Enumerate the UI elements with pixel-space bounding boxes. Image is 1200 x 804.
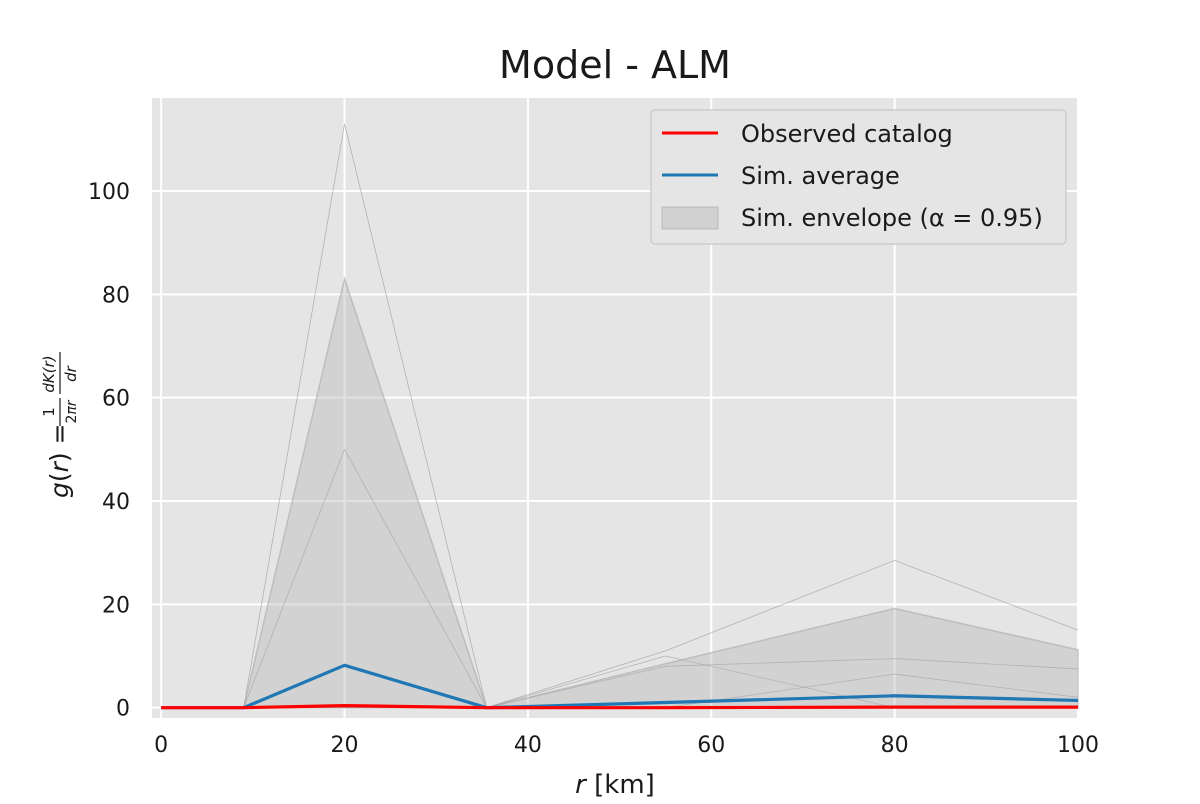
y-tick-label: 20	[102, 593, 130, 618]
x-tick-label: 20	[331, 733, 359, 758]
grid	[152, 98, 1079, 718]
y-axis-label: g(r) = 1 2πr dK(r) dr	[40, 352, 80, 498]
legend-label-envelope: Sim. envelope (α = 0.95)	[741, 204, 1043, 232]
svg-text:dr: dr	[62, 365, 80, 382]
envelope	[161, 276, 1079, 709]
svg-text:2πr: 2πr	[64, 399, 80, 423]
y-tick-label: 0	[116, 697, 130, 722]
legend-label-sim-average: Sim. average	[741, 162, 900, 190]
x-tick-label: 60	[697, 733, 725, 758]
legend-swatch-envelope	[661, 206, 719, 230]
x-tick-label: 0	[154, 733, 168, 758]
series-lines	[161, 663, 1079, 710]
chart-title: Model - ALM	[499, 43, 731, 87]
legend: Observed catalog Sim. average Sim. envel…	[650, 109, 1067, 245]
legend-label-observed: Observed catalog	[741, 120, 953, 148]
y-tick-labels: 0 20 40 60 80 100	[88, 180, 130, 722]
envelope-area	[161, 276, 1079, 709]
y-tick-label: 80	[102, 283, 130, 308]
svg-text:g(r) =: g(r) =	[45, 423, 74, 498]
y-tick-label: 40	[102, 490, 130, 515]
x-axis-label: r [km]	[575, 770, 655, 800]
x-tick-label: 80	[881, 733, 909, 758]
y-tick-label: 60	[102, 387, 130, 412]
svg-text:1: 1	[40, 407, 58, 417]
x-tick-labels: 0 20 40 60 80 100	[154, 733, 1099, 758]
x-tick-label: 100	[1057, 733, 1099, 758]
y-tick-label: 100	[88, 180, 130, 205]
series-line-observed	[161, 703, 1078, 710]
legend-box	[650, 109, 1067, 245]
x-tick-label: 40	[514, 733, 542, 758]
svg-text:dK(r): dK(r)	[40, 355, 58, 392]
